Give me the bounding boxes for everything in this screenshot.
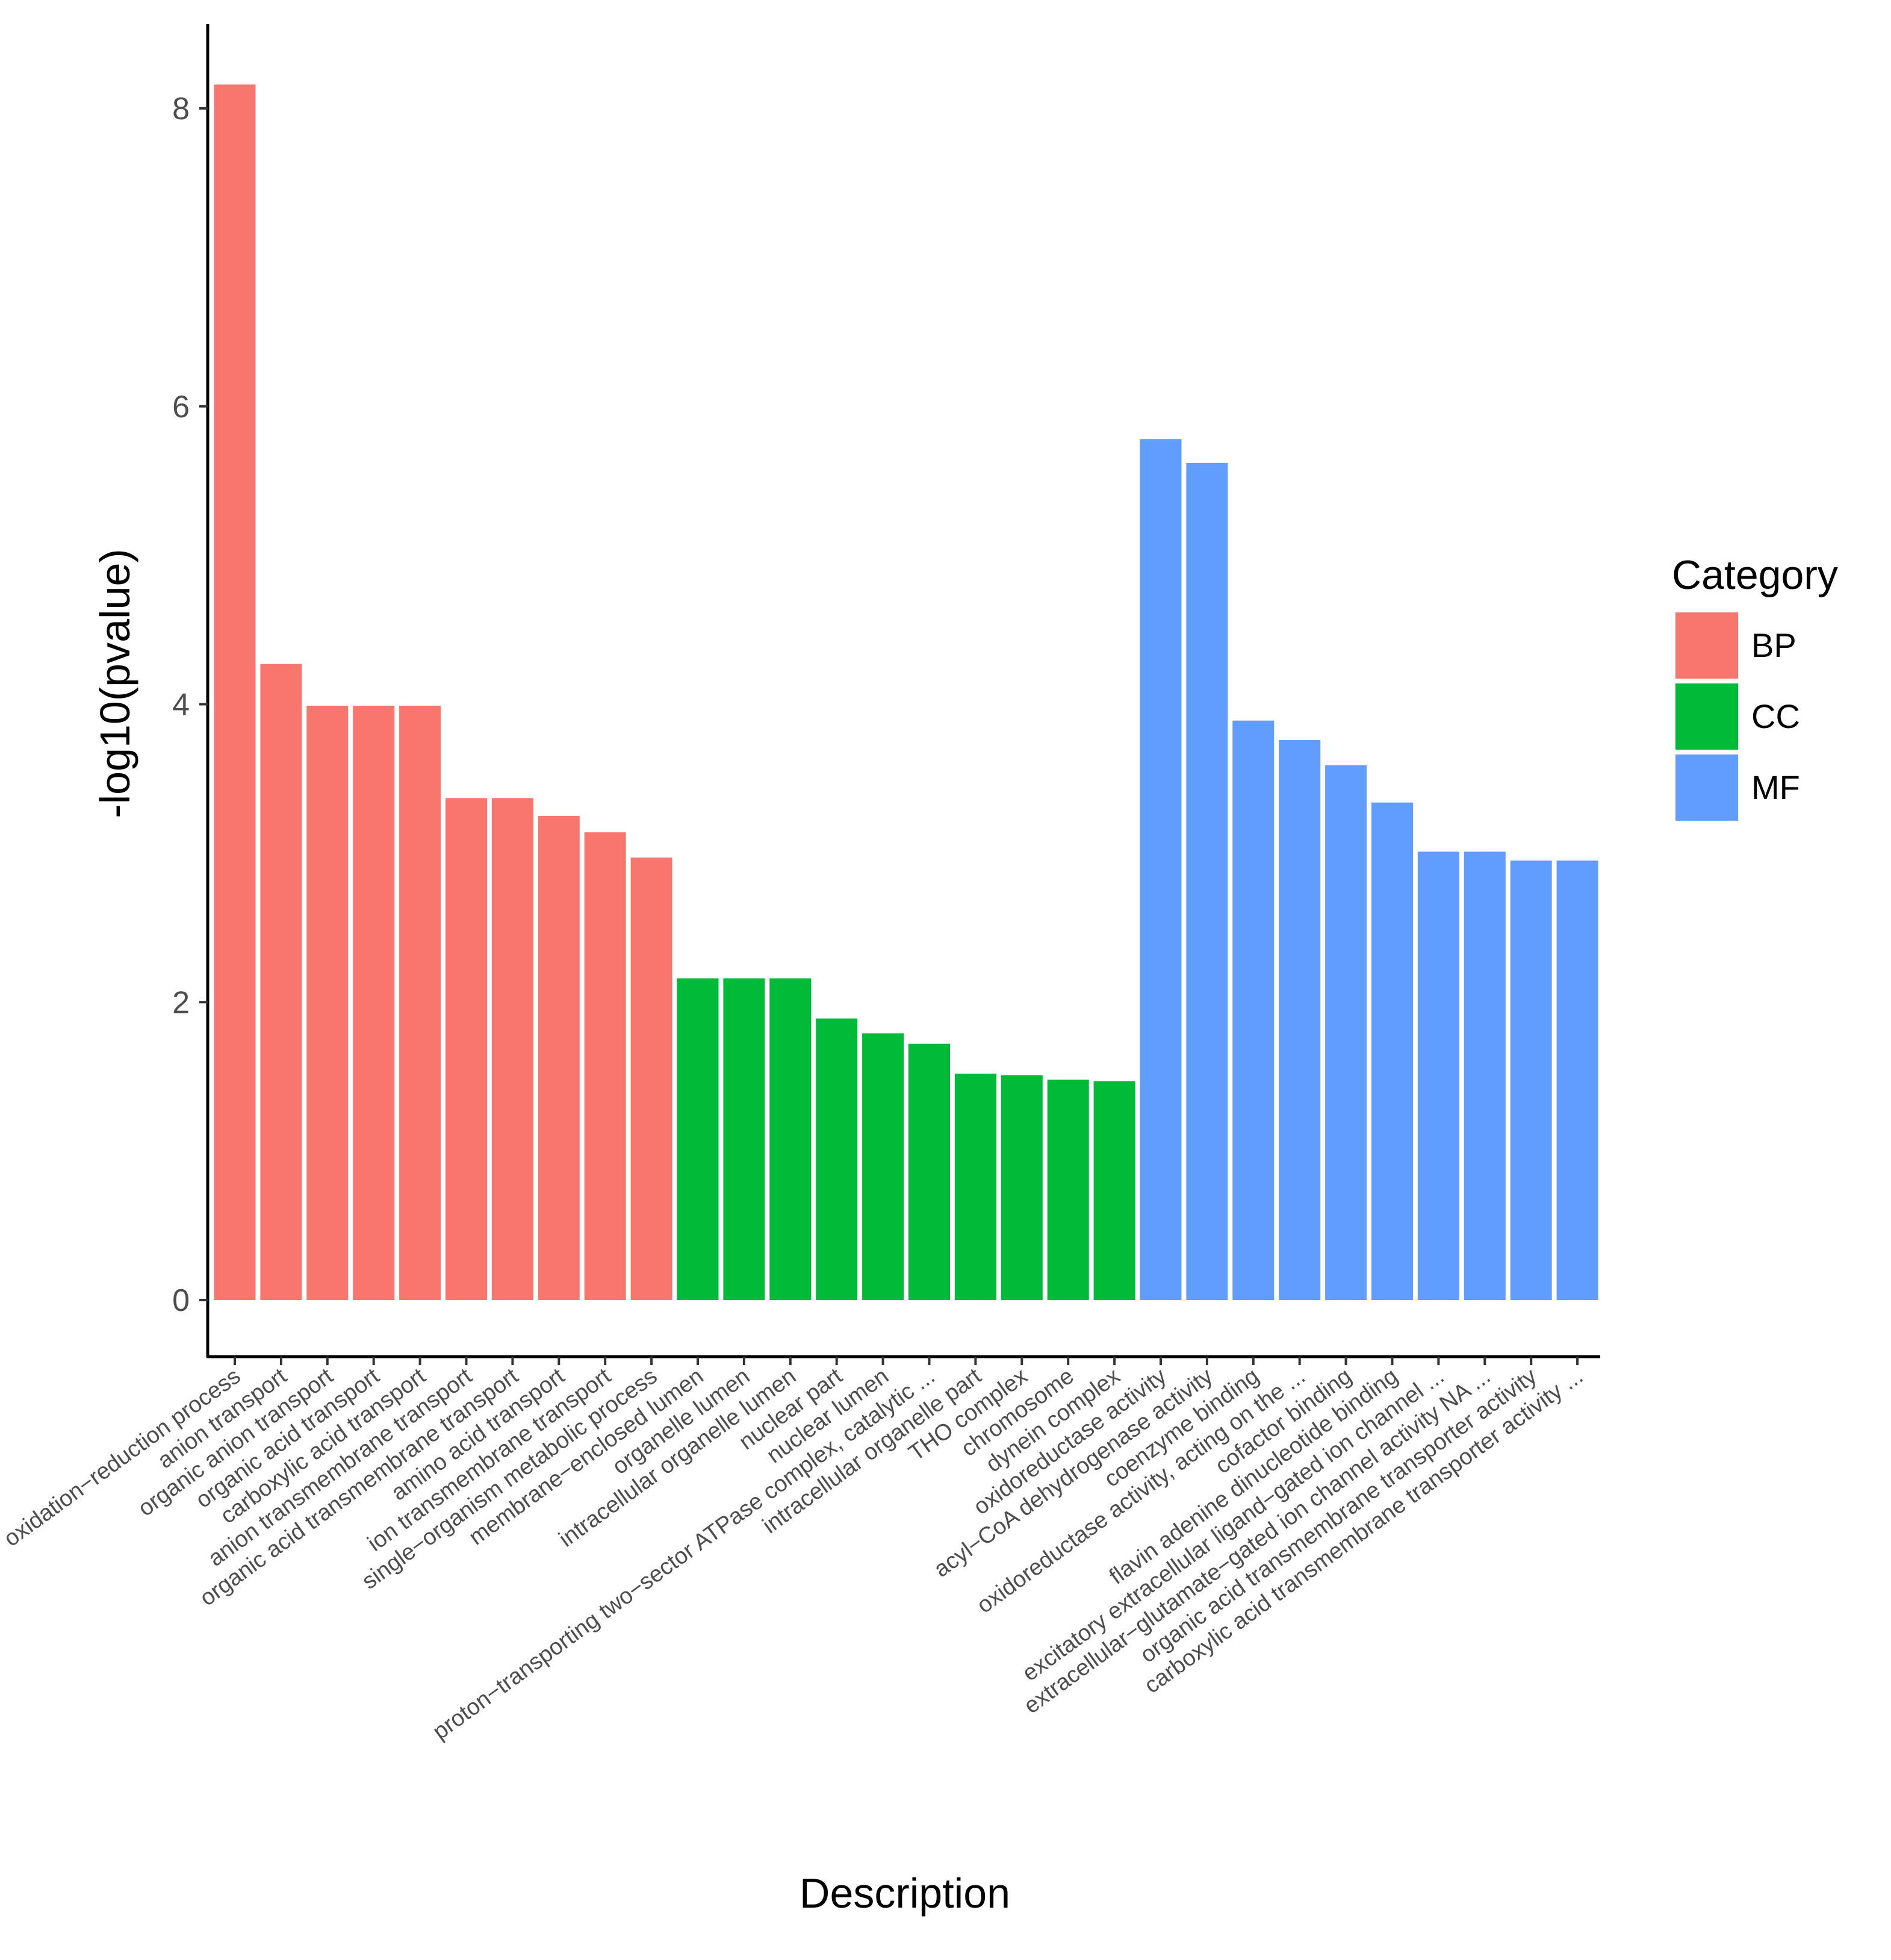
bar-cc-16 <box>908 1044 950 1300</box>
bar-cc-15 <box>862 1033 904 1300</box>
bar-cc-20 <box>1093 1081 1135 1300</box>
bar-mf-24 <box>1279 739 1321 1300</box>
bar-bp-1 <box>214 84 256 1300</box>
legend-label-mf: MF <box>1751 768 1800 806</box>
bars-group <box>214 84 1598 1301</box>
x-axis-title: Description <box>800 1870 1010 1917</box>
bar-mf-21 <box>1140 439 1182 1301</box>
y-tick-label: 4 <box>172 688 190 723</box>
legend-key-cc <box>1675 683 1738 750</box>
y-tick-label: 2 <box>172 985 190 1020</box>
bar-mf-28 <box>1464 851 1506 1300</box>
bar-bp-3 <box>306 706 349 1300</box>
y-tick-label: 0 <box>172 1283 190 1318</box>
bar-cc-14 <box>816 1018 858 1300</box>
y-axis: 0 2 4 6 8 <box>172 24 210 1357</box>
bar-bp-9 <box>584 832 626 1300</box>
bar-mf-26 <box>1371 802 1413 1300</box>
y-tick-label: 6 <box>172 390 190 425</box>
legend-label-bp: BP <box>1751 626 1796 664</box>
bar-bp-7 <box>491 798 533 1300</box>
legend-label-cc: CC <box>1751 697 1800 735</box>
bar-bp-5 <box>399 706 441 1300</box>
bar-bp-10 <box>630 857 672 1300</box>
legend-title: Category <box>1672 552 1838 598</box>
bar-bp-2 <box>260 664 302 1300</box>
bar-cc-11 <box>677 978 719 1300</box>
bar-mf-25 <box>1325 765 1367 1300</box>
bar-cc-12 <box>723 978 765 1300</box>
bar-mf-29 <box>1510 860 1552 1300</box>
bar-cc-13 <box>769 978 812 1300</box>
bar-mf-23 <box>1232 720 1275 1300</box>
bar-cc-19 <box>1047 1079 1089 1300</box>
legend-key-bp <box>1675 612 1738 679</box>
y-axis-title: -log10(pvalue) <box>92 549 138 818</box>
bar-mf-30 <box>1556 860 1598 1300</box>
y-tick-label: 8 <box>172 92 190 126</box>
bar-bp-8 <box>538 816 580 1300</box>
bar-cc-18 <box>1001 1075 1043 1300</box>
bar-cc-17 <box>954 1074 996 1300</box>
bar-bp-6 <box>446 798 487 1300</box>
legend: Category BP CC MF <box>1672 552 1838 821</box>
legend-key-mf <box>1675 754 1738 821</box>
bar-bp-4 <box>353 706 395 1300</box>
bar-mf-22 <box>1186 462 1228 1300</box>
bar-mf-27 <box>1417 851 1459 1300</box>
